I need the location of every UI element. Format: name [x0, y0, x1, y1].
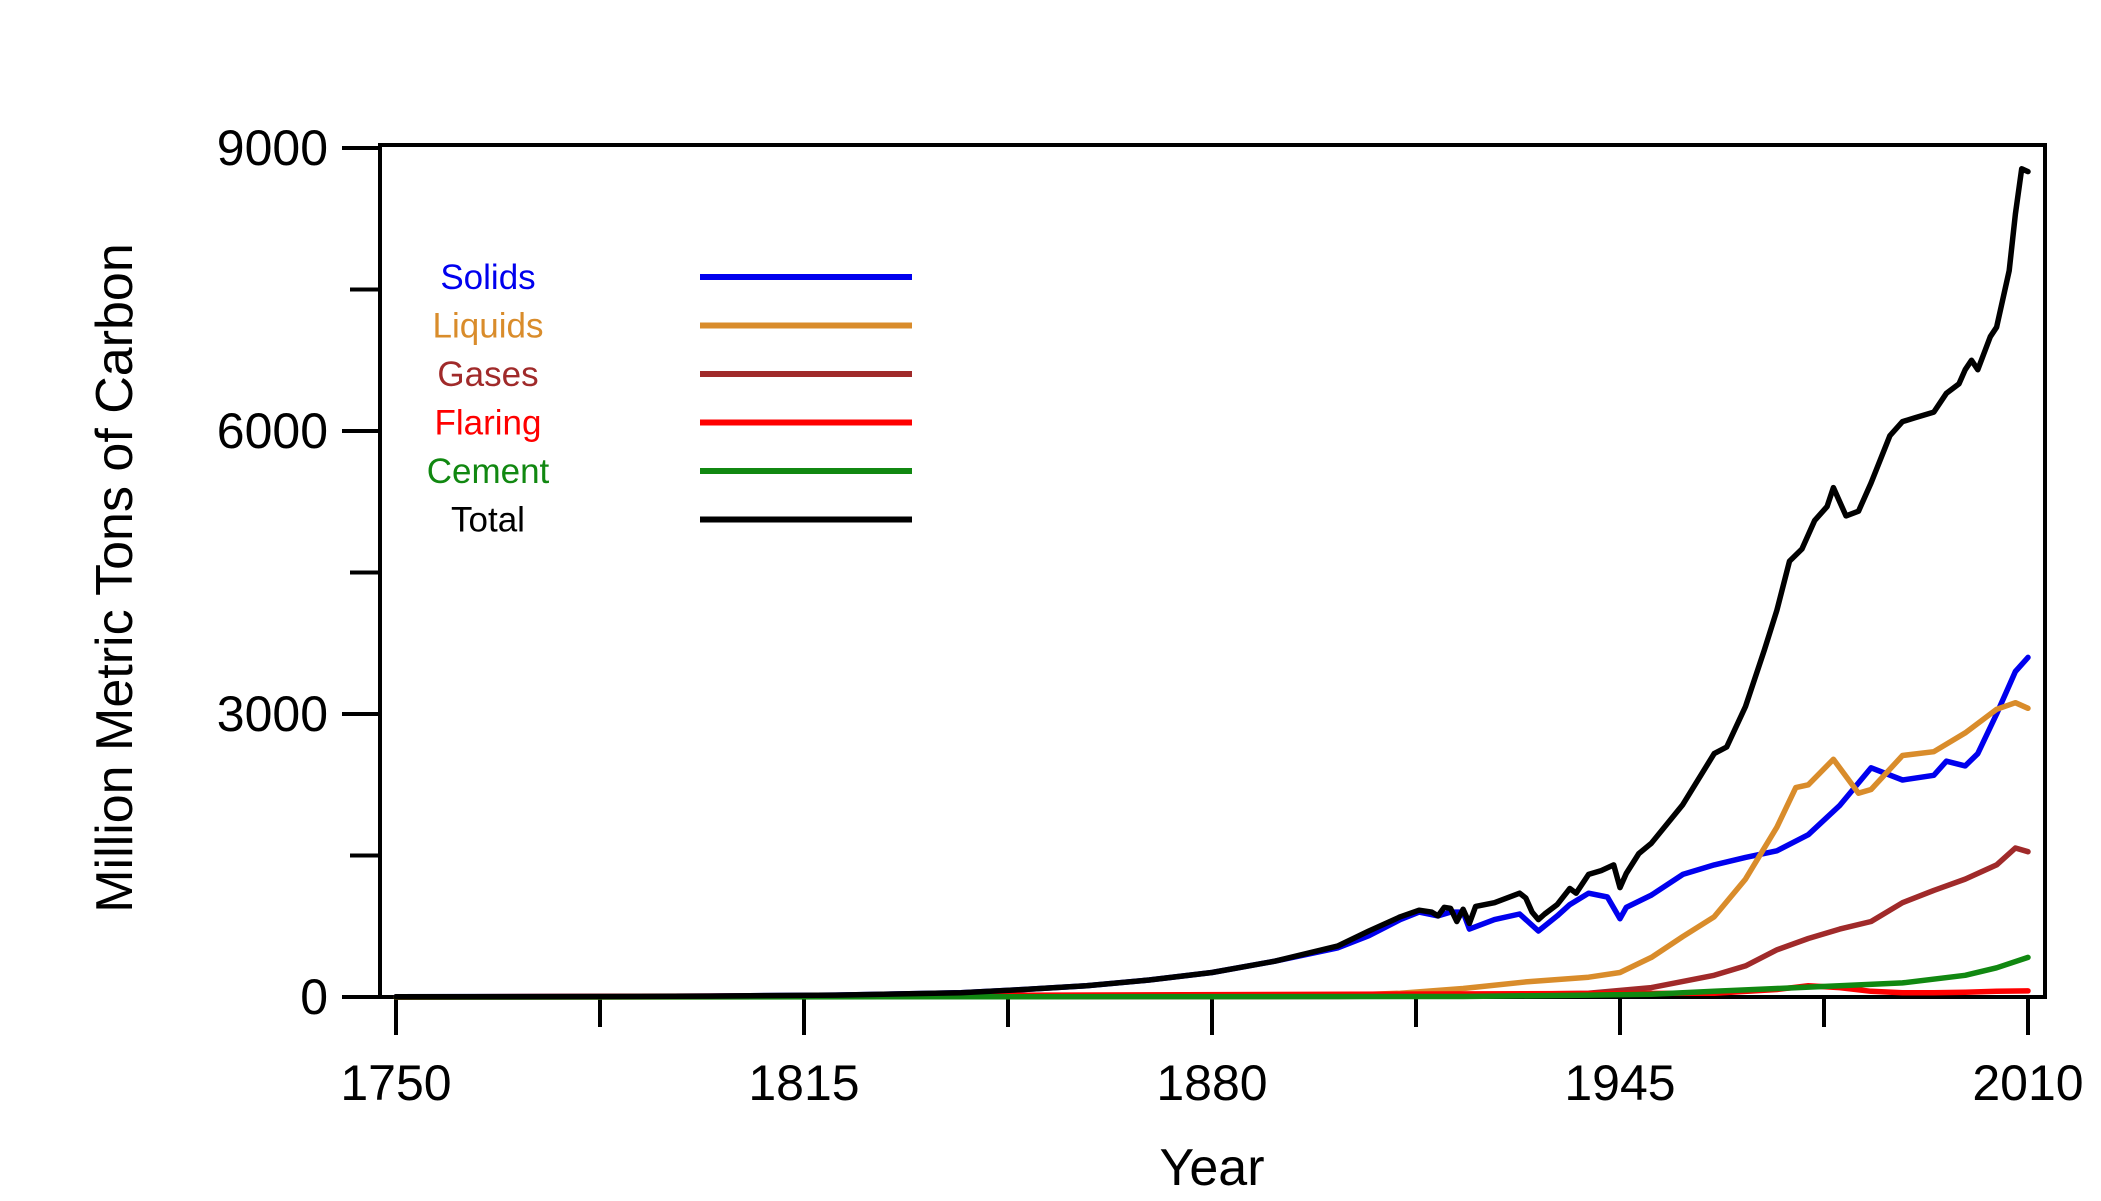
x-tick-label: 2010 — [1972, 1055, 2083, 1111]
legend-label-solids: Solids — [440, 258, 535, 297]
x-tick-labels: 1750 1815 1880 1945 2010 — [340, 1055, 2083, 1111]
x-tick-label: 1945 — [1564, 1055, 1675, 1111]
legend-label-flaring: Flaring — [435, 404, 542, 443]
x-axis-ticks — [394, 997, 2030, 1035]
y-tick-label: 6000 — [217, 403, 328, 459]
legend: Solids Liquids Gases Flaring Cement Total — [427, 258, 912, 540]
y-tick-labels: 0 3000 6000 9000 — [217, 120, 328, 1025]
plot-frame — [378, 143, 2047, 999]
series-line-liquids — [393, 699, 2031, 1000]
x-tick-label: 1750 — [340, 1055, 451, 1111]
y-axis-ticks — [342, 146, 380, 999]
legend-label-total: Total — [451, 501, 525, 540]
y-tick-label: 9000 — [217, 120, 328, 176]
y-axis-title: Million Metric Tons of Carbon — [86, 243, 144, 913]
series-line-total — [393, 166, 2031, 1000]
y-tick-label: 0 — [300, 969, 328, 1025]
legend-label-gases: Gases — [437, 355, 538, 394]
series-lines — [393, 166, 2031, 1000]
x-tick-label: 1880 — [1156, 1055, 1267, 1111]
x-axis-title: Year — [1159, 1139, 1264, 1197]
y-tick-label: 3000 — [217, 686, 328, 742]
series-line-cement — [393, 954, 2031, 1000]
x-tick-label: 1815 — [748, 1055, 859, 1111]
legend-label-cement: Cement — [427, 452, 550, 491]
legend-label-liquids: Liquids — [433, 307, 544, 346]
